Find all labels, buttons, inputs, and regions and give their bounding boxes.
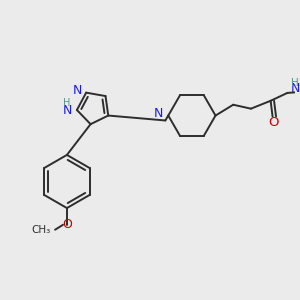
Text: N: N: [154, 107, 164, 120]
Text: N: N: [290, 82, 300, 95]
Text: O: O: [268, 116, 279, 129]
Text: CH₃: CH₃: [31, 225, 50, 235]
Text: N: N: [73, 84, 82, 97]
Text: N: N: [63, 103, 72, 116]
Text: H: H: [291, 78, 299, 88]
Text: H: H: [63, 98, 71, 108]
Text: O: O: [62, 218, 72, 231]
